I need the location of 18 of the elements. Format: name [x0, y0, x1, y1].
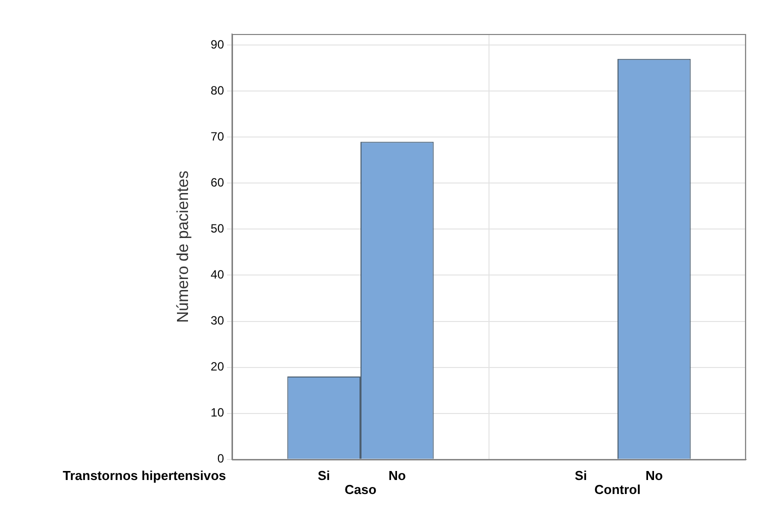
text: No [645, 468, 663, 483]
y-tick-label: 10 [210, 406, 224, 420]
text: Si [574, 468, 588, 483]
y-tick-label: 80 [210, 83, 224, 98]
y-tick-label: 20 [210, 360, 224, 374]
x-axis-title: Transtornos hipertensivos [62, 468, 226, 483]
y-tick-label: 70 [210, 129, 224, 144]
series-label: Si [318, 468, 330, 483]
x-tick-label: Caso [344, 482, 376, 497]
y-tick-label: 60 [210, 175, 224, 190]
y-tick-label: 30 [210, 314, 224, 328]
y-tick-label: 40 [210, 268, 224, 282]
y-tick-label: 90 [210, 37, 224, 52]
y-tick-label: 50 [210, 222, 224, 236]
y-tick-label: 0 [217, 452, 224, 466]
series-label: No [388, 468, 406, 483]
x-tick-label: Control [594, 482, 641, 497]
y-axis-title: Número de pacientes [175, 170, 192, 323]
